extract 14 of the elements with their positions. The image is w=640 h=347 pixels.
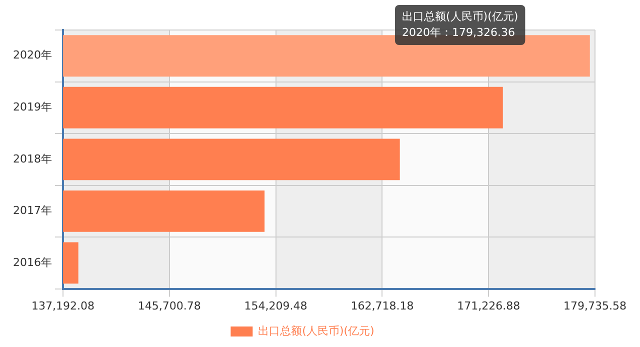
x-tick-label: 179,735.58 <box>564 299 626 312</box>
y-tick-label: 2016年 <box>12 256 52 269</box>
y-tick-label: 2019年 <box>12 100 52 114</box>
x-tick-label: 145,700.78 <box>138 299 201 312</box>
y-tick-label: 2020年 <box>12 48 52 62</box>
annotation: 2020年：179,326.36 <box>402 26 515 39</box>
x-tick-label: 137,192.08 <box>32 299 94 312</box>
legend-label: 出口总额(人民币)(亿元) <box>258 324 374 338</box>
x-tick-label: 171,226.88 <box>457 299 520 312</box>
text: 出口总额(人民币)(亿元) <box>402 10 518 23</box>
y-tick-label: 2018年 <box>12 152 52 166</box>
x-tick-label: 154,209.48 <box>244 299 308 312</box>
x-tick-label: 162,718.18 <box>350 299 414 312</box>
y-tick-label: 2017年 <box>12 204 52 218</box>
